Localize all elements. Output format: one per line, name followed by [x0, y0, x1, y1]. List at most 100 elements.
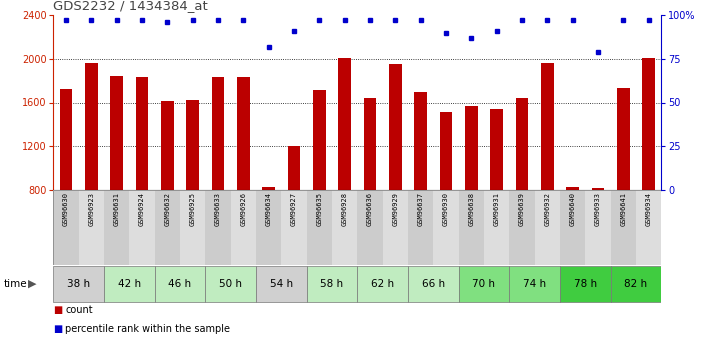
Text: GSM96930: GSM96930: [443, 192, 449, 226]
Bar: [541, 63, 554, 190]
Bar: [617, 88, 629, 190]
Text: GSM96634: GSM96634: [266, 192, 272, 226]
Bar: [313, 90, 326, 190]
Bar: [509, 266, 560, 302]
Bar: [636, 190, 661, 265]
Text: ▶: ▶: [28, 279, 37, 289]
Text: GSM96637: GSM96637: [417, 192, 424, 226]
Text: 54 h: 54 h: [269, 279, 293, 289]
Text: 38 h: 38 h: [67, 279, 90, 289]
Bar: [212, 77, 224, 190]
Text: GSM96933: GSM96933: [595, 192, 601, 226]
Text: GSM96631: GSM96631: [114, 192, 119, 226]
Bar: [154, 266, 205, 302]
Text: 66 h: 66 h: [422, 279, 445, 289]
Bar: [566, 187, 579, 190]
Bar: [306, 266, 357, 302]
Text: GSM96636: GSM96636: [367, 192, 373, 226]
Bar: [104, 266, 154, 302]
Text: 82 h: 82 h: [624, 279, 648, 289]
Bar: [415, 91, 427, 190]
Text: GSM96934: GSM96934: [646, 192, 651, 226]
Text: GDS2232 / 1434384_at: GDS2232 / 1434384_at: [53, 0, 208, 11]
Bar: [592, 188, 604, 190]
Bar: [79, 190, 104, 265]
Text: GSM96932: GSM96932: [544, 192, 550, 226]
Bar: [408, 190, 433, 265]
Bar: [161, 101, 173, 190]
Bar: [237, 77, 250, 190]
Bar: [205, 190, 230, 265]
Bar: [515, 98, 528, 190]
Bar: [560, 266, 611, 302]
Bar: [585, 190, 611, 265]
Text: GSM96923: GSM96923: [88, 192, 95, 226]
Text: GSM96633: GSM96633: [215, 192, 221, 226]
Bar: [338, 58, 351, 190]
Bar: [256, 266, 306, 302]
Bar: [389, 64, 402, 190]
Bar: [60, 89, 73, 190]
Text: GSM96635: GSM96635: [316, 192, 322, 226]
Text: GSM96929: GSM96929: [392, 192, 398, 226]
Text: 78 h: 78 h: [574, 279, 597, 289]
Text: 50 h: 50 h: [219, 279, 242, 289]
Text: 70 h: 70 h: [472, 279, 496, 289]
Bar: [332, 190, 357, 265]
Text: 74 h: 74 h: [523, 279, 546, 289]
Bar: [205, 266, 256, 302]
Bar: [642, 58, 655, 190]
Text: ■: ■: [53, 324, 63, 334]
Bar: [383, 190, 408, 265]
Text: GSM96927: GSM96927: [291, 192, 297, 226]
Text: GSM96630: GSM96630: [63, 192, 69, 226]
Text: ■: ■: [53, 305, 63, 315]
Text: 58 h: 58 h: [321, 279, 343, 289]
Bar: [230, 190, 256, 265]
Text: GSM96638: GSM96638: [469, 192, 474, 226]
Bar: [53, 190, 79, 265]
Bar: [262, 187, 275, 190]
Bar: [484, 190, 509, 265]
Bar: [282, 190, 306, 265]
Text: count: count: [65, 305, 93, 315]
Bar: [288, 146, 300, 190]
Text: GSM96632: GSM96632: [164, 192, 171, 226]
Text: 62 h: 62 h: [371, 279, 394, 289]
Text: 46 h: 46 h: [169, 279, 191, 289]
Bar: [560, 190, 585, 265]
Bar: [363, 98, 376, 190]
Bar: [53, 266, 104, 302]
Bar: [357, 266, 408, 302]
Bar: [154, 190, 180, 265]
Bar: [129, 190, 154, 265]
Text: GSM96639: GSM96639: [519, 192, 525, 226]
Bar: [256, 190, 282, 265]
Bar: [357, 190, 383, 265]
Text: 42 h: 42 h: [118, 279, 141, 289]
Bar: [509, 190, 535, 265]
Bar: [465, 106, 478, 190]
Text: GSM96925: GSM96925: [190, 192, 196, 226]
Text: time: time: [4, 279, 27, 289]
Text: percentile rank within the sample: percentile rank within the sample: [65, 324, 230, 334]
Bar: [408, 266, 459, 302]
Bar: [186, 100, 199, 190]
Text: GSM96928: GSM96928: [341, 192, 348, 226]
Text: GSM96926: GSM96926: [240, 192, 246, 226]
Bar: [136, 77, 149, 190]
Bar: [439, 112, 452, 190]
Bar: [85, 63, 97, 190]
Text: GSM96924: GSM96924: [139, 192, 145, 226]
Text: GSM96641: GSM96641: [620, 192, 626, 226]
Text: GSM96640: GSM96640: [570, 192, 576, 226]
Text: GSM96931: GSM96931: [493, 192, 500, 226]
Bar: [535, 190, 560, 265]
Bar: [491, 109, 503, 190]
Bar: [459, 190, 484, 265]
Bar: [459, 266, 509, 302]
Bar: [433, 190, 459, 265]
Bar: [611, 266, 661, 302]
Bar: [306, 190, 332, 265]
Bar: [110, 76, 123, 190]
